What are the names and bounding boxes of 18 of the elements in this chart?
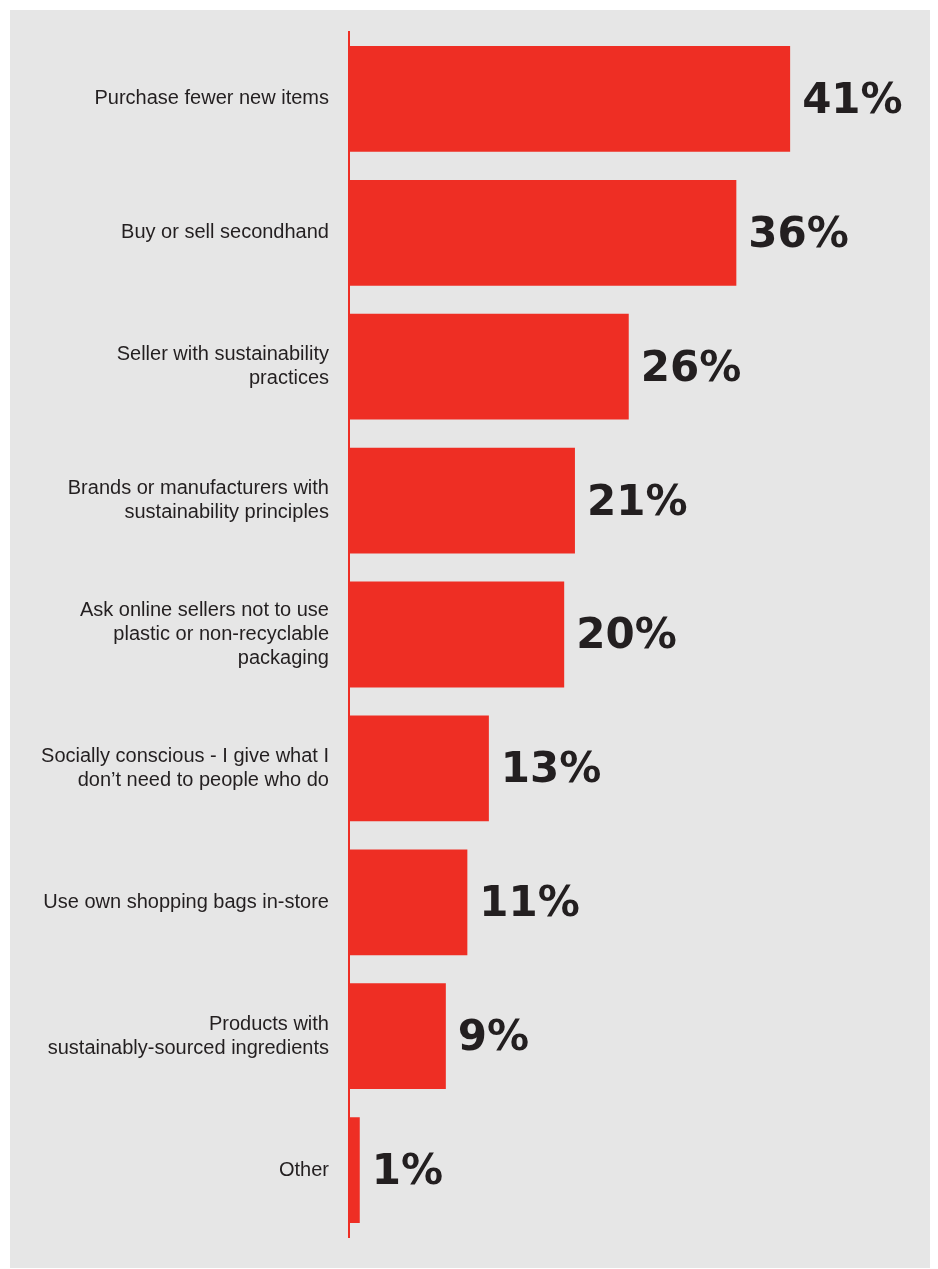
y-tick-label: Products with sustainably-sourced ingredients bbox=[47, 1011, 329, 1058]
data-label: 9% bbox=[457, 1011, 530, 1061]
y-tick-label: Use own shopping bags in-store bbox=[43, 889, 329, 912]
y-tick-label: Ask online sellers not to use plastic or non-recyclable packaging bbox=[79, 598, 329, 669]
y-tick-label: Purchase fewer new items bbox=[94, 86, 329, 109]
data-label: 11% bbox=[479, 877, 580, 927]
data-label: 36% bbox=[748, 207, 849, 257]
data-label: 41% bbox=[802, 73, 903, 123]
data-label: 26% bbox=[640, 341, 742, 391]
data-label: 13% bbox=[500, 743, 602, 793]
y-tick-label: Socially conscious - I give what I don’t need to people who do bbox=[41, 743, 329, 790]
data-label: 1% bbox=[371, 1144, 444, 1194]
y-tick-label: Buy or sell secondhand bbox=[121, 220, 329, 243]
y-tick-label: Seller with sustainability practices bbox=[116, 342, 329, 389]
data-label: 21% bbox=[586, 475, 688, 525]
data-label: 20% bbox=[576, 609, 677, 659]
y-tick-label: Other bbox=[278, 1157, 330, 1180]
y-tick-label: Brands or manufacturers with sustainability principles bbox=[67, 476, 329, 523]
